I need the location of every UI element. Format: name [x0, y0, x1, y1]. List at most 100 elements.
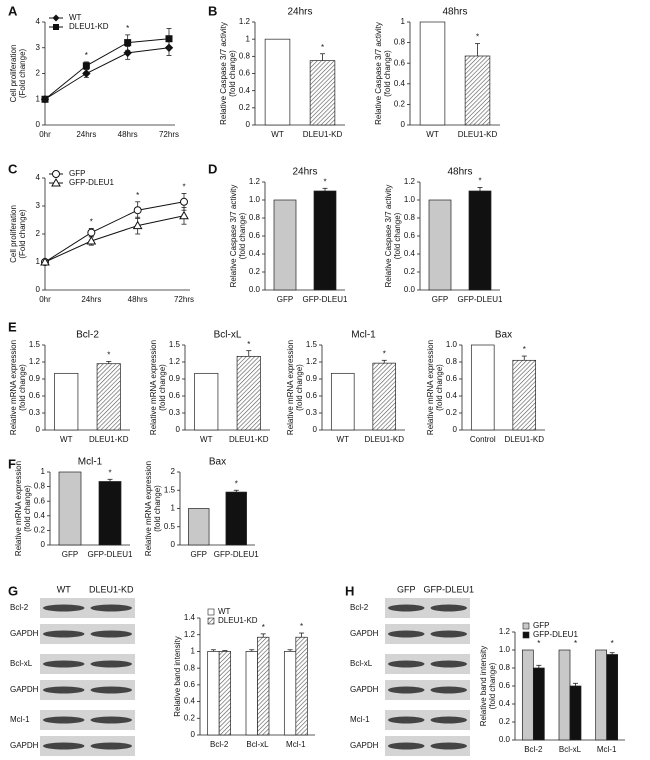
bar	[273, 199, 297, 291]
y-tick-label: 1	[246, 34, 251, 43]
y-tick-label: 0	[36, 120, 41, 129]
bar	[236, 355, 261, 431]
marker	[124, 39, 132, 47]
legend-label: WT	[69, 13, 82, 22]
blot-row-label: Bcl-2	[350, 603, 369, 612]
blot-band	[43, 742, 85, 750]
significance: *	[383, 349, 386, 358]
bar	[470, 344, 495, 431]
blot-row-label: Bcl-2	[10, 603, 29, 612]
blot-band	[388, 604, 425, 612]
y-tick-label: 4	[36, 173, 41, 182]
blot-band	[388, 716, 425, 724]
y-axis-label: Relative mRNA expression	[9, 340, 18, 435]
legend-swatch	[207, 617, 215, 625]
y-tick-label: 0.8	[249, 213, 261, 222]
blot-row-label: GAPDH	[350, 741, 379, 750]
panel-letter: D	[208, 161, 217, 176]
x-tick-label: Control	[470, 435, 496, 444]
bar	[245, 651, 258, 736]
y-axis-label: (fold change)	[158, 364, 167, 411]
y-tick-label: 0.4	[499, 699, 511, 708]
y-tick-label: 1.2	[239, 17, 251, 26]
x-tick-label: DLEU1-KD	[89, 435, 129, 444]
y-axis-label: Relative band intensity	[479, 646, 488, 727]
significance: *	[476, 33, 479, 42]
y-tick-label: 0.8	[184, 663, 196, 672]
bar	[419, 21, 446, 126]
x-tick-label: GFP	[277, 295, 293, 304]
legend-marker	[52, 170, 60, 178]
legend-marker	[53, 24, 59, 30]
y-tick-label: 0.2	[404, 267, 416, 276]
y-axis-label: (fold change)	[153, 485, 162, 532]
marker	[41, 95, 49, 103]
panel-letter: A	[8, 3, 18, 18]
y-tick-label: 0.2	[34, 526, 46, 535]
legend-marker	[51, 177, 61, 187]
bar	[188, 508, 210, 546]
panel-letter: C	[8, 161, 18, 176]
y-axis-label: Relative mRNA expression	[286, 340, 295, 435]
y-tick-label: 1.2	[249, 177, 261, 186]
y-axis-label: Relative mRNA expression	[149, 340, 158, 435]
blot-band	[43, 686, 85, 694]
y-tick-label: 1.4	[184, 613, 196, 622]
y-tick-label: 2	[171, 467, 176, 476]
x-tick-label: GFP-DLEU1	[458, 295, 503, 304]
y-tick-label: 0.2	[446, 408, 458, 417]
y-tick-label: 0.8	[446, 357, 458, 366]
y-tick-label: 0.6	[34, 496, 46, 505]
x-tick-label: GFP	[191, 550, 207, 559]
y-tick-label: 0.6	[306, 391, 318, 400]
y-axis-label: Relative mRNA expression	[14, 461, 23, 556]
blot-panel	[40, 654, 135, 674]
significance: *	[323, 177, 326, 186]
y-axis-label: (fold change)	[238, 212, 247, 259]
blot-band	[43, 660, 85, 668]
legend-swatch	[207, 608, 215, 616]
blot-band	[43, 716, 85, 724]
y-axis-label: Relative Caspase 3/7 activity	[219, 22, 228, 125]
x-tick-label: 24hrs	[76, 130, 96, 139]
bar	[58, 471, 82, 546]
blot-row-label: GAPDH	[10, 629, 39, 638]
bar	[309, 60, 336, 126]
significance: *	[262, 623, 265, 632]
y-tick-label: 0.8	[404, 213, 416, 222]
x-tick-label: WT	[426, 130, 439, 139]
blot-band	[388, 630, 425, 638]
blot-panel	[40, 736, 135, 756]
y-tick-label: 1	[41, 467, 46, 476]
y-tick-label: 1	[191, 647, 196, 656]
x-tick-label: Bcl-2	[210, 740, 229, 749]
significance: *	[574, 639, 577, 648]
y-tick-label: 1.5	[29, 340, 41, 349]
series-line	[44, 47, 170, 100]
x-tick-label: Mcl-1	[286, 740, 306, 749]
y-tick-label: 0	[171, 540, 176, 549]
y-tick-label: 0.3	[29, 408, 41, 417]
legend-label: GFP-DLEU1	[69, 178, 114, 187]
y-tick-label: 0.6	[249, 231, 261, 240]
y-tick-label: 0.6	[169, 391, 181, 400]
y-axis-label: Cell proliferation	[9, 205, 18, 263]
y-tick-label: 1.2	[306, 357, 318, 366]
x-tick-label: Bcl-xL	[559, 745, 582, 754]
blot-band	[90, 742, 132, 750]
significance: *	[235, 479, 238, 488]
marker	[179, 210, 189, 220]
blot-row-label: GAPDH	[350, 685, 379, 694]
marker	[82, 62, 90, 70]
y-tick-label: 0	[41, 540, 46, 549]
y-tick-label: 0.3	[169, 408, 181, 417]
blot-column-label: GFP	[397, 584, 416, 594]
y-tick-label: 0.8	[499, 663, 511, 672]
blot-band	[430, 630, 467, 638]
blot-row-label: Bcl-xL	[350, 659, 373, 668]
bar	[54, 372, 79, 431]
y-tick-label: 0.9	[169, 374, 181, 383]
y-tick-label: 1.2	[184, 630, 196, 639]
blot-band	[430, 742, 467, 750]
blot-panel	[385, 624, 470, 644]
